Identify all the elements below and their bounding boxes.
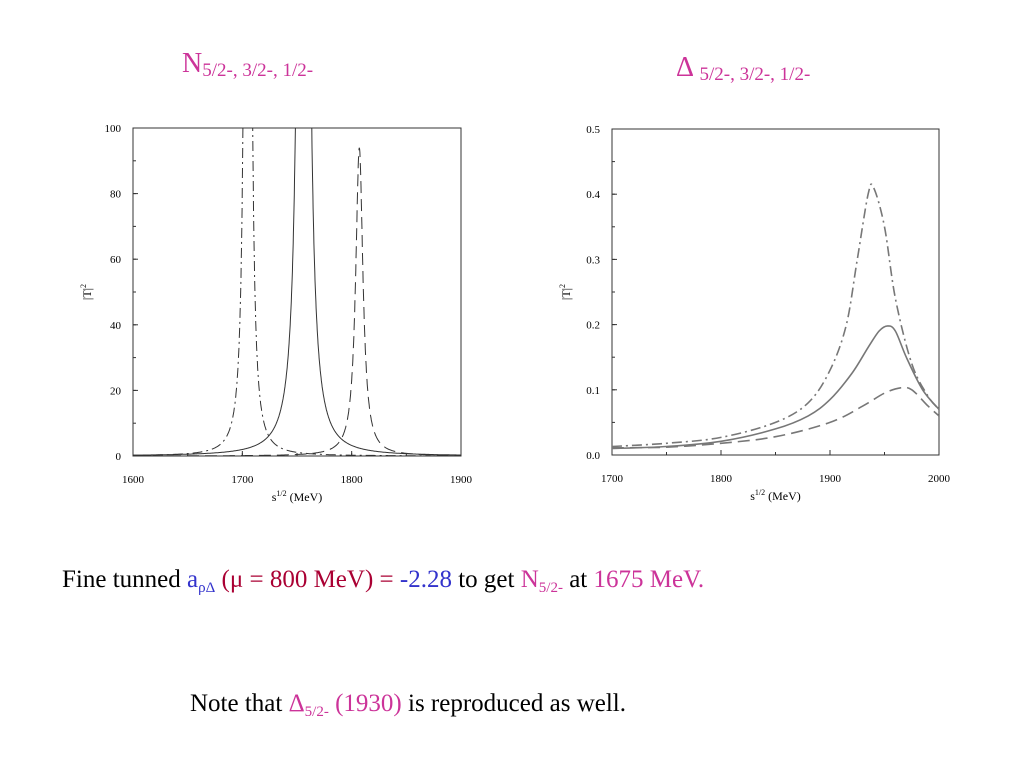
right-y-tick-label: 0.3 — [586, 254, 600, 266]
left-x-tick-label: 1700 — [231, 474, 254, 486]
caption-1-text-b: to get — [451, 566, 521, 593]
right-series-dashed — [612, 386, 939, 449]
left-y-axis-label: |T|2 — [79, 284, 94, 300]
right-x-tick-label: 2000 — [928, 473, 951, 485]
caption-line-1: Fine tunned aρΔ (μ = 800 MeV) = -2.28 to… — [62, 566, 704, 597]
right-chart-title: Δ 5/2-, 3/2-, 1/2- — [676, 52, 810, 86]
right-curves — [612, 183, 939, 450]
left-x-axis-label: s1/2 (MeV) — [272, 489, 323, 504]
right-x-tick-label: 1800 — [710, 473, 733, 485]
right-y-label-t: |T| — [559, 288, 573, 300]
left-series-solid — [133, 128, 461, 456]
caption-2-delta-subscript: 5/2- — [304, 704, 329, 720]
right-y-tick-label: 0.1 — [586, 385, 600, 397]
right-title-main: Δ — [676, 52, 693, 83]
left-chart-title: N5/2-, 3/2-, 1/2- — [182, 48, 313, 82]
caption-1-coupling-subscript: ρΔ — [198, 580, 216, 596]
left-x-label-s: s — [272, 490, 277, 504]
caption-1-mu-value: (μ = 800 MeV) = — [215, 566, 400, 593]
left-y-tick-label: 20 — [110, 385, 122, 397]
caption-2-delta-symbol: Δ — [288, 690, 305, 717]
caption-2-text-a: Note that — [190, 690, 289, 717]
right-plot-frame — [611, 128, 940, 456]
right-title-subscript: 5/2-, 3/2-, 1/2- — [699, 64, 811, 85]
left-x-tick-label: 1600 — [122, 474, 145, 486]
left-x-tick-label: 1900 — [450, 474, 473, 486]
right-x-axis-label: s1/2 (MeV) — [750, 488, 801, 503]
left-y-tick-label: 0 — [116, 451, 122, 463]
left-title-subscript: 5/2-, 3/2-, 1/2- — [202, 60, 314, 81]
left-curves — [133, 128, 461, 456]
right-y-tick-label: 0.4 — [586, 189, 600, 201]
left-y-label-t: |T| — [80, 288, 94, 300]
right-series-dash-dot — [612, 183, 939, 448]
left-series-dash-dot — [133, 128, 461, 456]
right-x-label-s: s — [750, 489, 755, 503]
left-plot-frame — [132, 127, 462, 457]
left-x-label-exp: 1/2 — [276, 489, 286, 498]
left-y-tick-label: 80 — [110, 189, 122, 201]
right-series-solid — [612, 325, 939, 450]
left-title-main: N — [182, 48, 203, 79]
caption-1-coupling-value: -2.28 — [399, 566, 452, 593]
right-x-tick-label: 1700 — [601, 473, 624, 485]
right-x-label-exp: 1/2 — [755, 488, 765, 497]
left-y-label-exp: 2 — [79, 284, 88, 288]
caption-1-text-a: Fine tunned — [62, 566, 187, 593]
left-chart: 1600 1700 1800 1900 0 20 40 60 80 100 s1/2 (MeV) |T… — [79, 123, 473, 504]
right-y-axis-label: |T|2 — [558, 284, 573, 300]
left-x-tick-label: 1800 — [341, 474, 364, 486]
caption-2-text-b: is reproduced as well. — [401, 690, 626, 717]
caption-1-n-symbol: N — [520, 566, 539, 593]
left-series-dashed — [133, 147, 461, 456]
right-y-label-exp: 2 — [558, 284, 567, 288]
right-x-label-unit: (MeV) — [765, 489, 801, 503]
right-y-tick-label: 0.0 — [586, 450, 600, 462]
right-y-tick-label: 0.2 — [586, 320, 600, 332]
left-y-tick-label: 40 — [110, 320, 122, 332]
right-y-tick-label: 0.5 — [586, 124, 600, 136]
left-y-tick-label: 60 — [110, 254, 122, 266]
left-x-label-unit: (MeV) — [287, 490, 323, 504]
caption-2-mass: (1930) — [328, 690, 402, 717]
right-chart: 1700 1800 1900 2000 0.0 0.1 0.2 0.3 0.4 0.5 s1/2 (… — [558, 124, 951, 503]
caption-line-2: Note that Δ5/2- (1930) is reproduced as … — [190, 690, 626, 721]
right-x-tick-label: 1900 — [819, 473, 842, 485]
caption-1-n-subscript: 5/2- — [538, 580, 563, 596]
left-y-tick-label: 100 — [105, 123, 122, 135]
caption-1-text-c: at — [562, 566, 594, 593]
caption-1-coupling-symbol: a — [187, 566, 199, 593]
caption-1-energy: 1675 MeV. — [593, 566, 705, 593]
